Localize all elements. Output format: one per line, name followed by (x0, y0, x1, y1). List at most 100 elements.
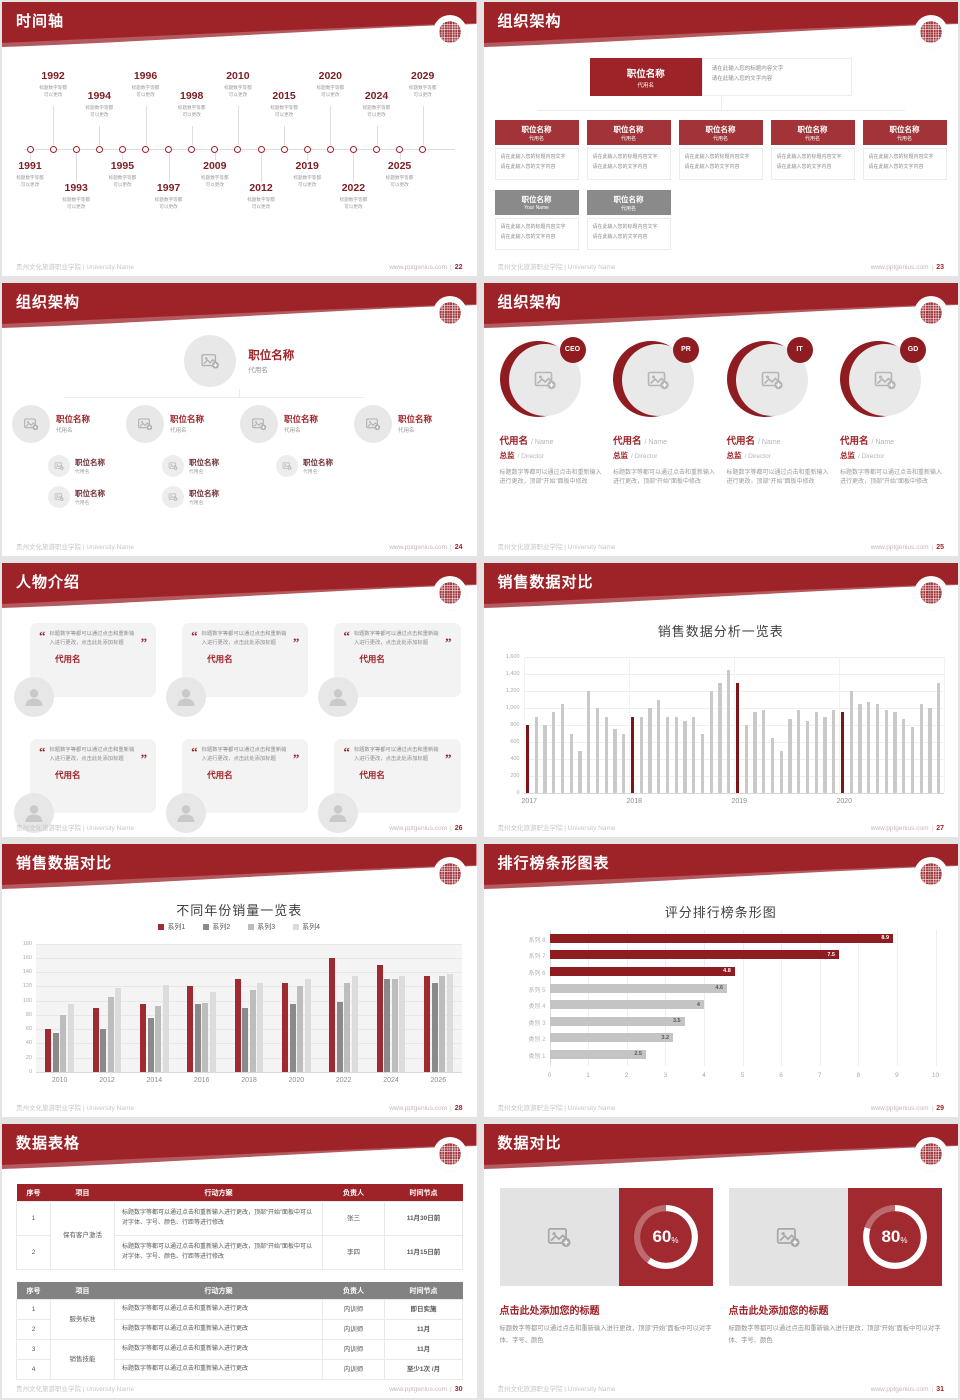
slide-page-29[interactable]: 排行榜条形图表 评分排行榜条形图 0 1 2 3 4 5 6 7 8 9 10 系列 8 8.9 系列 7 7… (483, 843, 958, 1118)
slide-page-22[interactable]: 时间轴 1991 标题数字等都 可以更改 1992 标题数字等都 可以更改 1993 标题数字… (2, 2, 477, 276)
x-tick-label: 2010 (51, 1076, 68, 1084)
slide-page-30[interactable]: 数据表格 序号 项目 行动方案 负责人 时间节点 1 保有客户激活 标题数字等都可以通过点击和… (2, 1124, 477, 1398)
slide-body: 职位名称 代用名 请在此输入您的标题内容文字 请在此输入您的文字内容 职位名称 代用名 请在… (484, 54, 959, 256)
quote-name: 代用名 (55, 654, 81, 665)
value-label: 7.5 (827, 951, 835, 958)
bar (549, 983, 728, 993)
slide-page-28[interactable]: 销售数据对比 不同年份销量一览表 系列1 系列2 系列3 系列4 0 20 40 60 80 100… (2, 843, 477, 1118)
seal-stamp-icon (920, 301, 942, 324)
timeline-connector (399, 153, 401, 160)
timeline-caption: 可以更改 (413, 92, 432, 98)
org-child-title: 职位名称 (303, 457, 333, 467)
plot-background (36, 943, 462, 1072)
bar (840, 712, 845, 794)
person-name: 代用名 (726, 435, 756, 447)
quote-row: “标题数字等都可以通过点击和重新输入进行更改，点击此处添加标题 ” (343, 629, 451, 648)
value-label: 4.8 (723, 968, 731, 975)
timeline-caption: 可以更改 (20, 182, 40, 188)
footer-university: 贵州文化旅游职业学院 | University Name (16, 263, 134, 271)
slide-title: 数据对比 (497, 1135, 562, 1153)
gridline (896, 929, 898, 1066)
x-tick-label: 10 (931, 1071, 940, 1079)
gridline (626, 929, 628, 1066)
slide-page-27[interactable]: 销售数据对比 销售数据分析一览表 0 200 400 600 800 1,000 1,200 1… (483, 563, 958, 837)
table-row: 2 标题数字等都可以通过点击和重新输入进行更改 内训师 11月 (16, 1319, 463, 1341)
y-tick-label: 180 (22, 940, 32, 947)
footer-site: www.pptgenius.com | 30 (389, 1386, 462, 1393)
person-name: 代用名 (499, 435, 529, 447)
slide-footer: 贵州文化旅游职业学院 | University Name www.pptgeni… (498, 261, 945, 271)
slide-page-26[interactable]: 人物介绍 “标题数字等都可以通过点击和重新输入进行更改，点击此处添加标题” 代用名… (2, 563, 477, 837)
category-label: 类别 4 (528, 1004, 546, 1011)
footer-separator: | (450, 1105, 452, 1113)
slide-header: 排行榜条形图表 (483, 843, 958, 896)
person-name-line: 代用名 / Name (500, 433, 602, 447)
avatar (162, 485, 184, 508)
bar (788, 718, 792, 794)
org-branch-sub: 代用名 (398, 428, 415, 435)
bar (560, 703, 565, 794)
compare-boxes: 60% (499, 1188, 713, 1287)
tables-wrap: 序号 项目 行动方案 负责人 时间节点 1 保有客户激活 标题数字等都可以通过点击和重新输入进… (16, 1184, 463, 1381)
slide-title: 排行榜条形图表 (497, 854, 610, 872)
person-icon (22, 685, 46, 709)
bar (384, 979, 391, 1072)
y-tick-label: 0 (516, 790, 520, 797)
group-divider (943, 657, 945, 794)
table-body: 1 保有客户激活 标题数字等都可以通过点击和重新输入进行更改，顶部“开始”面板中可以… (16, 1201, 463, 1271)
bar (578, 750, 582, 794)
table-cell: 11月 (384, 1319, 463, 1341)
x-tick-label: 2024 (383, 1076, 399, 1084)
footer-university: 贵州文化旅游职业学院 | University Name (497, 824, 616, 832)
quote-open-icon: “ (39, 744, 46, 760)
x-tick-label: 2 (624, 1071, 629, 1079)
bar (549, 1049, 646, 1059)
person-role-line: 总监 / Director (727, 450, 829, 461)
x-tick-label: 2022 (335, 1076, 352, 1084)
slide-title: 销售数据对比 (16, 854, 113, 872)
slide-page-23[interactable]: 组织架构 职位名称 代用名 请在此输入您的标题内容文字 请在此输入您的文字内容 职位名称… (483, 2, 959, 276)
quote-text: 标题数字等都可以通过点击和重新输入进行更改，点击此处添加标题 (353, 631, 439, 647)
slide-page-25[interactable]: 组织架构 CEO 代用名 / Name 总监 / Director 标题数字等都可以通过点… (483, 282, 958, 557)
org-child-text: 职位名称 代用名 (303, 457, 333, 475)
seal-icon (914, 15, 948, 49)
org-node: 职位名称 代用名 请在此输入您的标题内容文字 请在此输入您的文字内容 (862, 120, 947, 180)
bar (525, 725, 530, 794)
quote-cell: “标题数字等都可以通过点击和重新输入进行更改，点击此处添加标题 ” 代用名 (318, 623, 461, 718)
org-branch-title: 职位名称 (398, 414, 433, 425)
timeline-year: 2015 (272, 90, 296, 102)
role-badge: IT (786, 336, 813, 363)
y-tick-label: 120 (22, 983, 32, 990)
org-node-note: 请在此输入您的标题内容文字 请在此输入您的文字内容 (494, 148, 579, 180)
bar (937, 682, 941, 794)
bar (209, 992, 216, 1072)
quote-row: “标题数字等都可以通过点击和重新输入进行更改，点击此处添加标题 ” (343, 744, 451, 764)
x-tick-label: 2020 (288, 1076, 305, 1084)
org-connector (536, 110, 905, 111)
value-label: 8.9 (881, 935, 890, 942)
quote-open-icon: “ (343, 744, 350, 760)
bar (336, 1002, 343, 1072)
percent-box: 60% (618, 1188, 713, 1287)
gridline (36, 972, 462, 974)
timeline-caption: 标题数字等都 (270, 105, 298, 110)
image-placeholder-icon (282, 461, 292, 471)
compare-para: 标题数字等都可以通过点击和重新输入进行更改，顶部“开始”面板中可以对字体、字号、… (499, 1325, 712, 1344)
timeline: 1991 标题数字等都 可以更改 1992 标题数字等都 可以更改 1993 标题数字等都 可以… (2, 54, 477, 256)
timeline-dot (257, 145, 265, 153)
quote-card: “标题数字等都可以通过点击和重新输入进行更改，点击此处添加标题 ” 代用名 (30, 623, 157, 698)
slide-page-24[interactable]: 组织架构 职位名称 代用名 职位名称 代用名 职位名称 代用名 职位名称 代用名 职位名称 代用名… (2, 282, 477, 557)
bar (257, 982, 264, 1072)
table-body: 1 服务标准 标题数字等都可以通过点击和重新输入进行更改 内训师 即日实施 2 标题数字等都… (16, 1299, 463, 1381)
slide-page-31[interactable]: 数据对比 60% 点击此处添加您的标题 标题数字等都可以通过点击和重新输入进行更改，… (483, 1124, 958, 1398)
image-placeholder-icon (168, 461, 178, 471)
footer-page-number: 31 (936, 1386, 944, 1393)
bar (858, 703, 862, 794)
org-branch-title: 职位名称 (56, 414, 91, 425)
footer-university: 贵州文化旅游职业学院 | University Name (16, 824, 134, 832)
timeline-caption: 可以更改 (182, 112, 201, 118)
seal-stamp-icon (920, 1143, 942, 1166)
bar (147, 1018, 154, 1072)
person-role-line: 总监 / Director (840, 450, 942, 461)
x-tick-label: 7 (817, 1071, 822, 1079)
